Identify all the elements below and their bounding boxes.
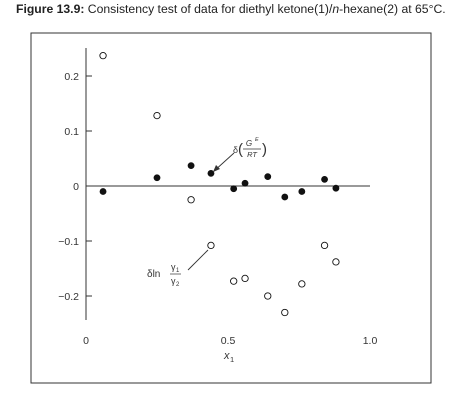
x-axis-label: x 1 <box>223 350 234 364</box>
annotation-ge-denominator: RT <box>247 150 258 159</box>
y-tick-label: −0.2 <box>58 291 79 303</box>
annotation-ln-numerator: γ <box>171 262 176 272</box>
y-tick-label: 0.2 <box>64 71 79 83</box>
annotation-ge-delta: δ <box>233 145 238 155</box>
caption-text-after: -hexane(2) at 65°C. <box>339 2 446 16</box>
filled-data-point <box>241 179 249 187</box>
filled-data-point <box>187 162 195 170</box>
filled-data-point <box>332 184 340 192</box>
y-tick-label: 0.1 <box>64 126 79 138</box>
open-data-point <box>320 241 329 250</box>
annotation-ge-numerator-sup: E <box>255 137 259 143</box>
annotation-ln-denominator-sub: 2 <box>176 282 180 288</box>
annotation-ln-gamma: δln γ 1 γ 2 <box>147 249 209 288</box>
open-data-point <box>153 111 161 120</box>
filled-data-point <box>264 173 272 181</box>
filled-data-point <box>281 193 289 201</box>
open-data-point <box>264 292 272 300</box>
open-data-point <box>99 52 107 60</box>
y-tick-label: −0.1 <box>58 236 79 248</box>
annotation-arrow-ln <box>187 249 209 271</box>
annotation-arrowhead-ge <box>213 165 220 172</box>
open-data-point <box>207 241 215 250</box>
annotation-ln-denominator: γ <box>171 276 176 286</box>
annotation-ge-paren-open: ( <box>238 141 243 158</box>
filled-data-point <box>207 169 215 177</box>
caption-text-before: Consistency test of data for diethyl ket… <box>84 2 333 16</box>
open-data-point <box>332 258 340 266</box>
annotation-ge-numerator: G <box>246 139 252 148</box>
y-tick-label: 0 <box>73 181 79 193</box>
x-ticks: 0 0.5 1.0 <box>83 335 378 347</box>
filled-data-point <box>230 185 238 193</box>
annotation-ge-paren-close: ) <box>262 141 267 158</box>
x-axis-label-main: x <box>223 350 230 362</box>
figure-label: Figure 13.9: <box>16 2 85 16</box>
filled-data-point <box>99 188 107 195</box>
filled-data-point <box>321 175 328 183</box>
annotation-ge-rt: δ ( G E RT ) <box>212 137 267 173</box>
open-data-point <box>281 308 289 317</box>
x-axis-label-subscript: 1 <box>230 355 234 364</box>
y-ticks: 0.2 0.1 0 −0.1 −0.2 <box>58 71 92 303</box>
filled-data-point <box>153 174 161 182</box>
plot-frame <box>30 32 432 384</box>
x-tick-label: 1.0 <box>363 335 378 347</box>
open-data-point <box>241 274 249 283</box>
figure-caption: Figure 13.9: Consistency test of data fo… <box>16 2 446 16</box>
x-tick-label: 0 <box>83 335 89 347</box>
filled-data-point <box>298 188 306 195</box>
open-data-point <box>298 280 306 288</box>
annotation-ln-prefix: δln <box>147 269 160 280</box>
caption-text-italic: n <box>332 2 340 16</box>
open-data-point <box>187 196 195 204</box>
open-data-point <box>230 277 238 285</box>
annotation-ln-numerator-sub: 1 <box>176 268 180 274</box>
x-tick-label: 0.5 <box>221 335 236 347</box>
data-markers <box>99 52 340 317</box>
